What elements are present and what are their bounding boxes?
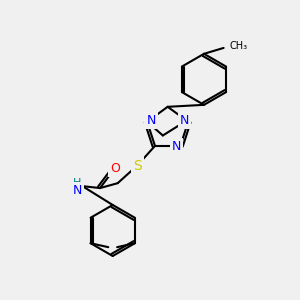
Text: O: O [110, 162, 120, 175]
Text: N: N [172, 140, 181, 153]
Text: H: H [73, 178, 82, 188]
Text: S: S [133, 158, 142, 172]
Text: N: N [146, 114, 156, 127]
Text: N: N [73, 184, 82, 196]
Text: CH₃: CH₃ [230, 41, 247, 51]
Text: N: N [180, 114, 189, 127]
